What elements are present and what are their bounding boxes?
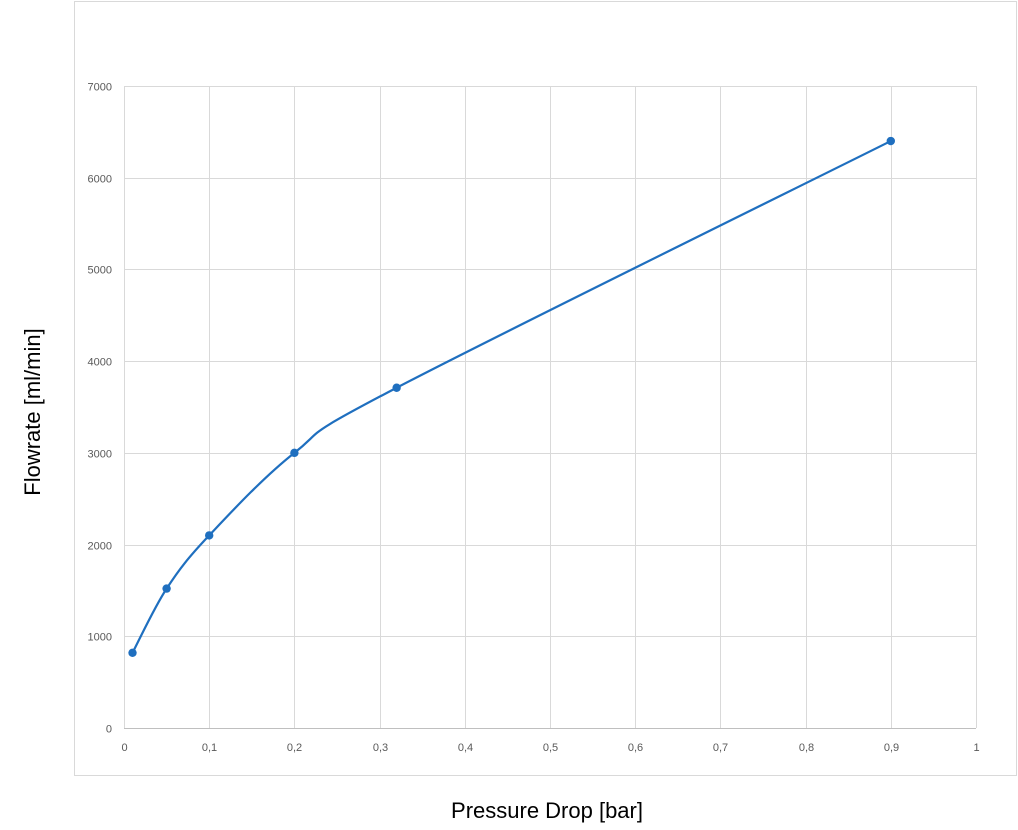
data-point [392, 383, 401, 392]
series-line [131, 140, 892, 654]
data-point [205, 531, 214, 540]
data-point [128, 648, 137, 657]
series-layer [131, 140, 892, 654]
y-tick-label: 7000 [88, 82, 112, 94]
data-point [290, 448, 299, 458]
x-tick-label: 0,5 [543, 742, 558, 754]
y-axis-title: Flowrate [ml/min] [20, 328, 45, 495]
tick-label-layer: 0 1000 2000 3000 4000 5000 6000 7000 0 0,1 0,2 0,3 0… [88, 82, 980, 755]
x-tick-label: 0,2 [287, 742, 302, 754]
y-tick-label: 3000 [88, 449, 112, 461]
y-tick-label: 4000 [88, 357, 112, 369]
y-tick-label: 2000 [88, 541, 112, 553]
x-tick-label: 0 [121, 742, 127, 754]
data-point [162, 584, 171, 593]
y-tick-label: 5000 [88, 265, 112, 277]
y-tick-label: 0 [106, 724, 112, 736]
x-tick-label: 0,1 [202, 742, 217, 754]
y-tick-label: 6000 [88, 174, 112, 186]
marker-layer [128, 136, 895, 657]
data-point [886, 136, 895, 146]
x-tick-label: 0,8 [799, 742, 814, 754]
x-tick-label: 0,3 [373, 742, 388, 754]
x-tick-label: 0,6 [628, 742, 643, 754]
grid-layer [124, 86, 977, 729]
chart-frame [74, 1, 1017, 776]
x-tick-label: 1 [973, 742, 979, 754]
y-tick-label: 1000 [88, 632, 112, 644]
x-tick-label: 0,9 [884, 742, 899, 754]
x-axis-title: Pressure Drop [bar] [451, 798, 643, 823]
x-tick-label: 0,4 [458, 742, 473, 754]
x-tick-label: 0,7 [713, 742, 728, 754]
